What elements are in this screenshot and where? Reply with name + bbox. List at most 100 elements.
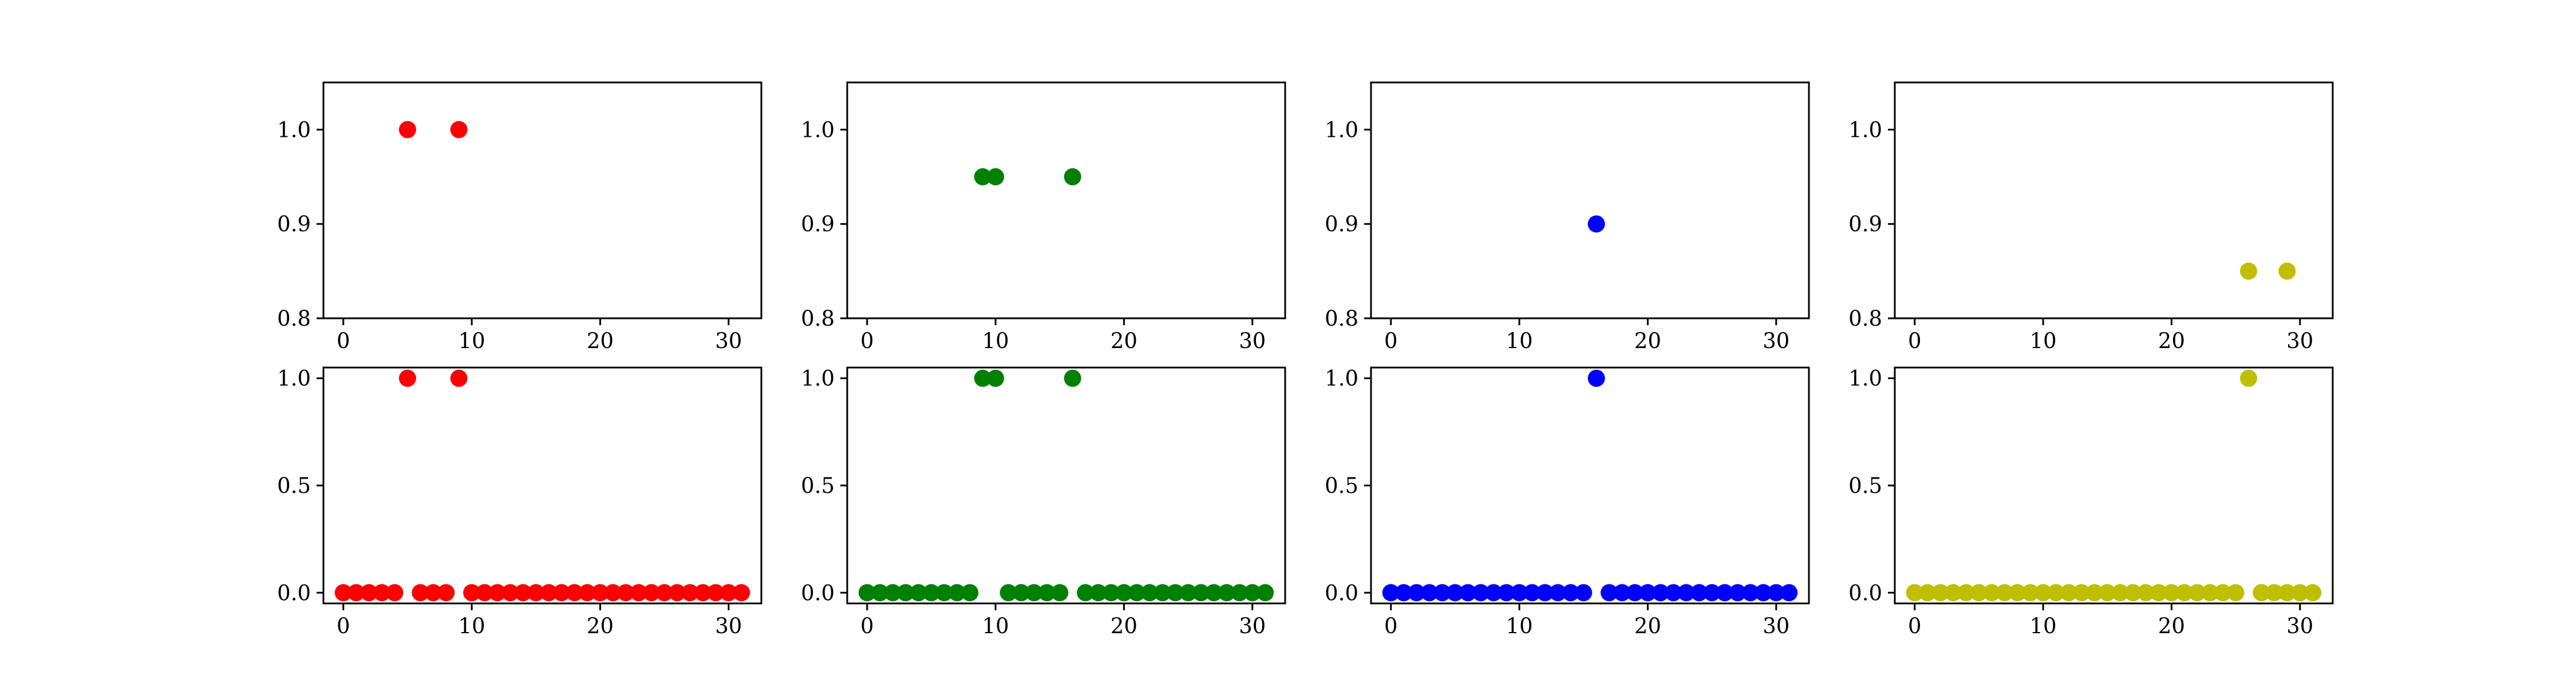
data-point [655,584,673,602]
data-point [974,168,991,185]
x-tick-label: 20 [1111,614,1137,638]
data-point [2227,584,2245,602]
data-point [2240,369,2258,387]
data-point [1077,584,1095,602]
data-point [1983,584,2001,602]
y-tick-label: 0.8 [1848,306,1882,331]
data-point [1459,584,1477,602]
data-point [412,584,429,602]
y-tick-label: 0.9 [277,212,311,236]
data-point [1395,584,1413,602]
data-point [476,584,493,602]
data-point [1103,584,1120,602]
data-point [987,369,1005,387]
data-point [1690,584,1708,602]
data-point [1931,584,1949,602]
data-point [2188,584,2206,602]
data-point [2163,584,2180,602]
subplot-r1-c1: 0 10 20 30 0.8 0.9 1.0 [277,81,762,353]
x-tick-label: 30 [1763,614,1789,638]
x-tick-label: 20 [2158,329,2185,353]
x-tick-label: 10 [982,614,1009,638]
data-point [1703,584,1721,602]
data-point [1970,584,1988,602]
x-tick-label: 30 [715,329,742,353]
data-point [2124,584,2142,602]
data-point [694,584,712,602]
data-point [1485,584,1503,602]
data-point [1767,584,1785,602]
y-tick-label: 0.0 [277,581,311,605]
y-tick-label: 0.9 [1325,212,1358,236]
data-point [1575,584,1593,602]
data-point [1613,584,1631,602]
data-point [1179,584,1197,602]
data-point [2201,584,2219,602]
y-tick-label: 1.0 [1325,366,1358,391]
data-point [935,584,953,602]
axes-frame [322,366,762,605]
data-point [681,584,699,602]
data-point [1945,584,1962,602]
data-point [604,584,622,602]
data-point [1038,584,1056,602]
x-tick-label: 10 [1506,329,1533,353]
subplot-r1-c3: 0 10 20 30 0.8 0.9 1.0 [1325,81,1810,353]
data-point [669,584,686,602]
y-tick-label: 0.0 [1848,581,1882,605]
x-tick-label: 20 [587,329,614,353]
x-tick-label: 10 [1506,614,1533,638]
y-tick-label: 1.0 [1848,117,1882,142]
data-point [347,584,365,602]
y-tick-label: 1.0 [1848,366,1882,391]
data-point [1523,584,1541,602]
data-point [553,584,571,602]
axes-frame [846,366,1286,605]
x-tick-label: 0 [1908,614,1922,638]
data-point [2278,262,2296,280]
x-tick-label: 20 [1111,329,1137,353]
data-point [579,584,596,602]
y-tick-label: 0.8 [277,306,311,331]
y-tick-label: 0.9 [801,212,835,236]
y-tick-label: 1.0 [277,117,311,142]
data-point [987,168,1005,185]
data-point [1472,584,1490,602]
data-point [2150,584,2168,602]
x-tick-label: 0 [1384,329,1398,353]
data-point [2214,584,2232,602]
axes-frame [846,81,1286,319]
data-point [360,584,378,602]
data-point [1587,369,1605,387]
x-tick-label: 10 [2030,329,2057,353]
data-point [2253,584,2270,602]
data-point [2278,584,2296,602]
data-point [1433,584,1451,602]
subplot-r1-c2: 0 10 20 30 0.8 0.9 1.0 [801,81,1286,353]
y-tick-label: 0.5 [801,473,835,498]
y-tick-label: 1.0 [1325,117,1358,142]
data-point [424,584,442,602]
data-point [1652,584,1669,602]
data-point [1741,584,1759,602]
data-point [1064,369,1081,387]
data-point [1919,584,1937,602]
axes-frame [322,81,762,319]
subplot-r2-c4: 0 10 20 30 0.0 0.5 1.0 [1848,366,2334,638]
data-point [386,584,404,602]
axes-frame [1370,366,1810,605]
y-tick-label: 1.0 [277,366,311,391]
x-tick-label: 20 [587,614,614,638]
data-point [961,584,979,602]
y-tick-label: 0.0 [801,581,835,605]
data-point [450,369,468,387]
y-tick-label: 0.8 [1325,306,1358,331]
data-point [643,584,661,602]
x-tick-label: 0 [860,329,874,353]
axes-frame [1370,81,1810,319]
x-tick-label: 0 [337,614,350,638]
x-tick-label: 20 [2158,614,2185,638]
y-tick-label: 0.8 [801,306,835,331]
data-point [1192,584,1210,602]
